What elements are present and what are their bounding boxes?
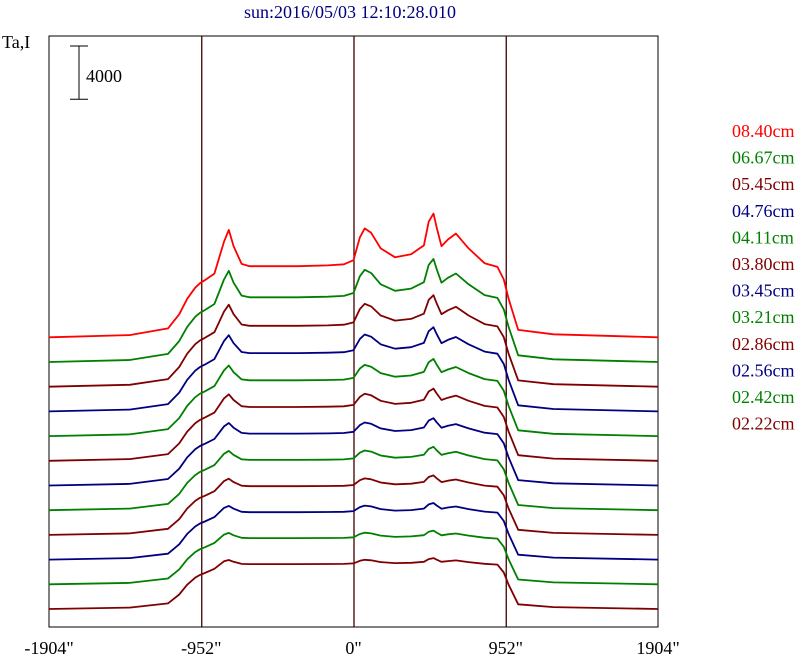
legend-item: 02.56cm (732, 360, 795, 380)
chart-title: sun:2016/05/03 12:10:28.010 (244, 2, 456, 22)
series-line (48, 417, 659, 487)
series-line (48, 529, 659, 586)
series-line (48, 445, 659, 512)
legend-item: 03.45cm (732, 281, 795, 301)
series-line (48, 357, 659, 437)
legend-item: 05.45cm (732, 174, 795, 194)
legend-item: 03.80cm (732, 254, 795, 274)
legend-item: 04.76cm (732, 201, 795, 221)
series-line (48, 387, 659, 462)
x-tick-label: -1904" (24, 638, 73, 658)
legend-item: 08.40cm (732, 121, 795, 141)
series-line (48, 474, 659, 536)
series-line (48, 258, 659, 363)
series-line (48, 502, 659, 561)
series-layer (48, 212, 659, 610)
x-tick-labels: -1904" -952" 0" 952" 1904" (24, 638, 679, 658)
legend-item: 03.21cm (732, 307, 795, 327)
series-line (48, 212, 659, 339)
legend-item: 02.22cm (732, 414, 795, 434)
series-line (48, 294, 659, 388)
scale-bar-label: 4000 (86, 66, 122, 86)
x-tick-label: 952" (489, 638, 523, 658)
legend-item: 02.86cm (732, 334, 795, 354)
y-axis-label: Ta,I (2, 32, 30, 52)
legend-item: 04.11cm (732, 227, 794, 247)
series-line (48, 557, 659, 610)
legend-item: 02.42cm (732, 387, 795, 407)
series-line (48, 326, 659, 413)
x-tick-label: -952" (181, 638, 221, 658)
x-tick-label: 1904" (636, 638, 679, 658)
x-tick-label: 0" (345, 638, 361, 658)
legend: 08.40cm 06.67cm 05.45cm 04.76cm 04.11cm 03.80… (732, 121, 795, 434)
scale-bar: 4000 (70, 45, 122, 100)
legend-item: 06.67cm (732, 148, 795, 168)
